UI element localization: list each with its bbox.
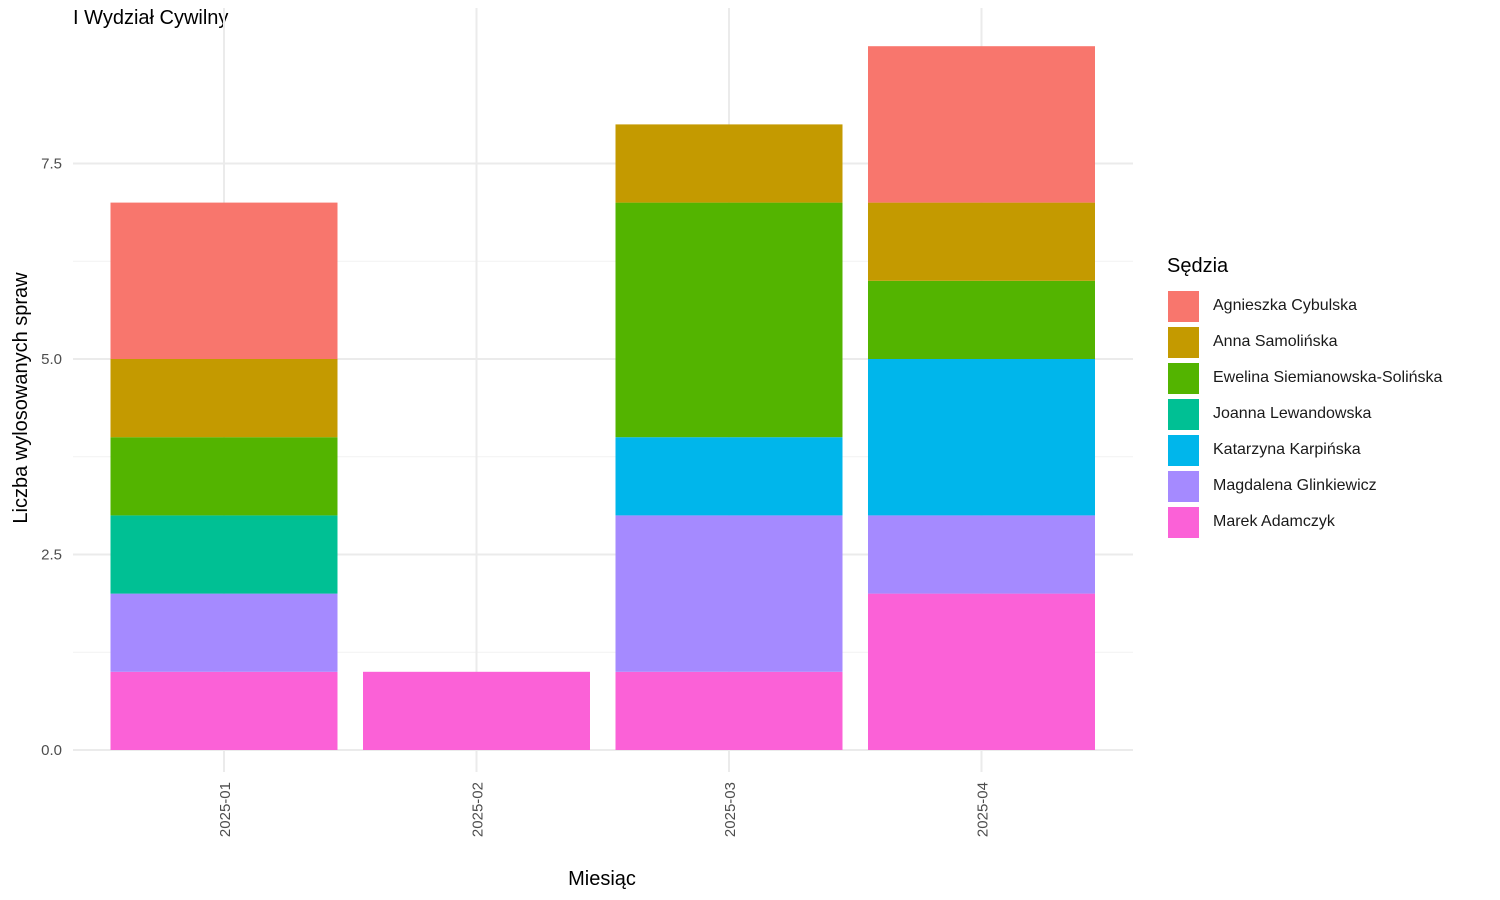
legend-items: Agnieszka Cybulska Anna Samolińska Ewelina… bbox=[1167, 288, 1442, 540]
bar-segment bbox=[868, 46, 1095, 203]
bar-segment bbox=[868, 359, 1095, 516]
x-tick-label: 2025-02 bbox=[470, 782, 487, 837]
legend-label: Joanna Lewandowska bbox=[1213, 405, 1372, 422]
x-tick-label: 2025-04 bbox=[975, 782, 992, 837]
legend-label: Magdalena Glinkiewicz bbox=[1213, 477, 1377, 494]
legend-item: Magdalena Glinkiewicz bbox=[1167, 468, 1442, 504]
legend-item: Agnieszka Cybulska bbox=[1167, 288, 1442, 324]
legend-label: Marek Adamczyk bbox=[1213, 513, 1335, 530]
legend-label: Ewelina Siemianowska-Solińska bbox=[1213, 369, 1443, 386]
legend-item: Joanna Lewandowska bbox=[1167, 396, 1442, 432]
bar-segment bbox=[110, 359, 338, 438]
y-tick-label: 0.0 bbox=[41, 742, 62, 759]
legend-label: Anna Samolińska bbox=[1213, 333, 1338, 350]
x-axis-title: Miesiąc bbox=[568, 868, 636, 890]
legend-label: Agnieszka Cybulska bbox=[1213, 297, 1358, 314]
legend-label: Katarzyna Karpińska bbox=[1213, 441, 1361, 458]
legend-swatch bbox=[1167, 397, 1200, 431]
bar-segment bbox=[615, 202, 843, 438]
legend-swatch bbox=[1167, 289, 1200, 323]
bar-segment bbox=[110, 593, 338, 672]
legend-swatch bbox=[1167, 433, 1200, 467]
legend-item: Katarzyna Karpińska bbox=[1167, 432, 1442, 468]
legend-item: Anna Samolińska bbox=[1167, 324, 1442, 360]
legend-swatch bbox=[1167, 505, 1200, 539]
legend-swatch bbox=[1167, 325, 1200, 359]
chart-title: I Wydział Cywilny bbox=[73, 7, 229, 29]
bar-segment bbox=[110, 437, 338, 516]
bar-segment bbox=[615, 671, 843, 750]
legend: Sędzia Agnieszka Cybulska Anna Samolińska… bbox=[1167, 255, 1442, 540]
bars bbox=[110, 46, 1095, 750]
bar-segment bbox=[110, 515, 338, 594]
bar-segment bbox=[868, 280, 1095, 359]
bar-segment bbox=[615, 124, 843, 203]
x-tick-label: 2025-03 bbox=[722, 782, 739, 837]
bar-segment bbox=[615, 515, 843, 672]
bar-segment bbox=[868, 515, 1095, 594]
y-axis-title: Liczba wylosowanych spraw bbox=[10, 272, 32, 524]
y-tick-label: 2.5 bbox=[41, 547, 62, 564]
x-tick-label: 2025-01 bbox=[217, 782, 234, 837]
bar-segment bbox=[868, 593, 1095, 750]
bar-segment bbox=[868, 202, 1095, 281]
y-tick-label: 5.0 bbox=[41, 351, 62, 368]
bar-segment bbox=[110, 671, 338, 750]
y-axis: 0.0 2.5 5.0 7.5 bbox=[41, 156, 62, 760]
legend-item: Marek Adamczyk bbox=[1167, 504, 1442, 540]
legend-swatch bbox=[1167, 469, 1200, 503]
bar-segment bbox=[615, 437, 843, 516]
x-axis: 2025-01 2025-02 2025-03 2025-04 bbox=[217, 782, 992, 837]
bar-segment bbox=[363, 671, 590, 750]
y-tick-label: 7.5 bbox=[41, 156, 62, 173]
bar-segment bbox=[110, 202, 338, 359]
legend-title: Sędzia bbox=[1167, 255, 1229, 277]
legend-item: Ewelina Siemianowska-Solińska bbox=[1167, 360, 1442, 396]
legend-swatch bbox=[1167, 361, 1200, 395]
